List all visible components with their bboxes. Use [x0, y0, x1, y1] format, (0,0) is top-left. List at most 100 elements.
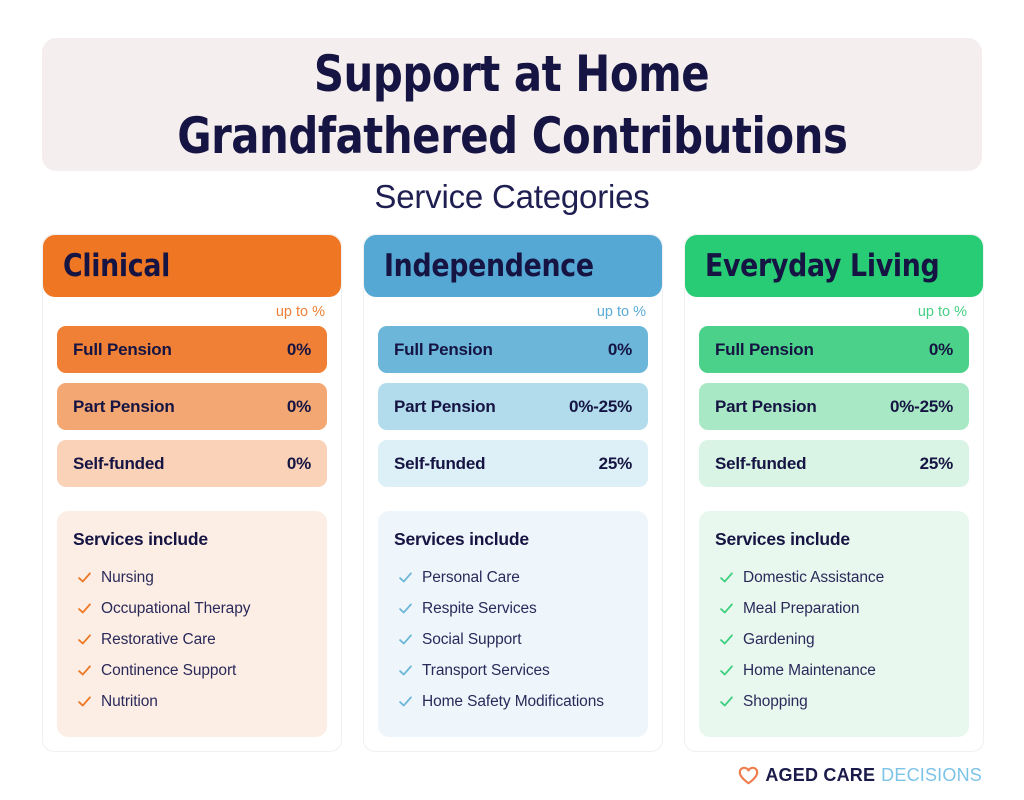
service-label: Continence Support	[101, 661, 237, 679]
rate-label: Part Pension	[394, 396, 496, 416]
rate-row: Full Pension 0%	[57, 326, 327, 373]
rate-value: 0%-25%	[889, 396, 953, 416]
service-list-item: Nutrition	[73, 686, 311, 717]
rate-value: 0%	[928, 339, 953, 359]
rate-value: 25%	[598, 453, 633, 473]
rate-label: Part Pension	[73, 396, 175, 416]
service-label: Home Maintenance	[743, 661, 876, 679]
heart-icon	[739, 766, 759, 785]
check-icon	[78, 634, 91, 645]
check-icon	[78, 696, 91, 707]
brand-logo: AGED CARE DECISIONS	[738, 765, 982, 786]
rate-value: 0%	[286, 339, 311, 359]
service-label: Nursing	[101, 568, 154, 586]
rate-label: Part Pension	[715, 396, 817, 416]
rate-rows: Full Pension 0% Part Pension 0%-25% Self-fun…	[685, 326, 983, 487]
rate-label: Self-funded	[73, 453, 165, 473]
service-label: Personal Care	[422, 568, 520, 586]
rate-row: Self-funded 0%	[57, 440, 327, 487]
service-list-item: Transport Services	[394, 655, 632, 686]
page-subtitle: Service Categories	[374, 178, 650, 215]
check-icon	[399, 603, 412, 614]
service-label: Gardening	[743, 630, 815, 648]
services-panel: Services include Personal Care Respite Ser…	[378, 511, 648, 737]
rate-label: Full Pension	[715, 339, 814, 359]
category-title: Independence	[384, 248, 594, 284]
service-list-item: Meal Preparation	[715, 593, 953, 624]
check-icon	[78, 603, 91, 614]
page-title-line-2: Grandfathered Contributions	[176, 106, 848, 165]
rate-value: 0%	[286, 453, 311, 473]
service-label: Meal Preparation	[743, 599, 860, 617]
check-icon	[720, 696, 733, 707]
rate-label: Full Pension	[73, 339, 172, 359]
logo-primary-text: AGED CARE	[765, 765, 876, 785]
check-icon	[399, 665, 412, 676]
rate-row: Part Pension 0%	[57, 383, 327, 430]
category-title: Clinical	[63, 248, 171, 284]
service-label: Restorative Care	[101, 630, 216, 648]
service-label: Nutrition	[101, 692, 158, 710]
service-label: Social Support	[422, 630, 522, 648]
category-card-independence: Independence up to % Full Pension 0% Part Pe…	[363, 234, 663, 752]
check-icon	[720, 634, 733, 645]
logo-secondary-text: DECISIONS	[881, 765, 982, 785]
service-label: Transport Services	[422, 661, 550, 679]
category-card-clinical: Clinical up to % Full Pension 0% Part Pensio…	[42, 234, 342, 752]
rate-value: 0%	[607, 339, 632, 359]
check-icon	[399, 696, 412, 707]
check-icon	[399, 634, 412, 645]
services-title: Services include	[715, 529, 850, 549]
rate-rows: Full Pension 0% Part Pension 0% Self-funded 0…	[43, 326, 341, 487]
category-header-everyday-living: Everyday Living	[685, 235, 983, 297]
service-list-item: Home Maintenance	[715, 655, 953, 686]
up-to-percent-label: up to %	[917, 304, 967, 320]
rate-row: Part Pension 0%-25%	[699, 383, 969, 430]
rate-label: Full Pension	[394, 339, 493, 359]
category-header-clinical: Clinical	[43, 235, 341, 297]
rate-rows: Full Pension 0% Part Pension 0%-25% Self-fun…	[364, 326, 662, 487]
service-list-item: Domestic Assistance	[715, 562, 953, 593]
services-panel: Services include Nursing Occupational Ther…	[57, 511, 327, 737]
up-to-percent-label: up to %	[275, 304, 325, 320]
rate-row: Part Pension 0%-25%	[378, 383, 648, 430]
services-title: Services include	[73, 529, 208, 549]
page-title-line-1: Support at Home	[314, 44, 710, 103]
service-label: Respite Services	[422, 599, 537, 617]
service-list-item: Personal Care	[394, 562, 632, 593]
rate-label: Self-funded	[715, 453, 807, 473]
check-icon	[399, 572, 412, 583]
service-label: Domestic Assistance	[743, 568, 885, 586]
service-list-item: Occupational Therapy	[73, 593, 311, 624]
service-list-item: Home Safety Modifications	[394, 686, 632, 717]
rate-row: Full Pension 0%	[378, 326, 648, 373]
rate-row: Self-funded 25%	[699, 440, 969, 487]
rate-row: Self-funded 25%	[378, 440, 648, 487]
check-icon	[720, 665, 733, 676]
category-title: Everyday Living	[705, 248, 940, 284]
rate-value: 0%	[286, 396, 311, 416]
category-header-independence: Independence	[364, 235, 662, 297]
services-panel: Services include Domestic Assistance Meal …	[699, 511, 969, 737]
rate-value: 0%-25%	[568, 396, 632, 416]
service-label: Home Safety Modifications	[422, 692, 604, 710]
service-list-item: Restorative Care	[73, 624, 311, 655]
check-icon	[78, 572, 91, 583]
check-icon	[720, 572, 733, 583]
rate-label: Self-funded	[394, 453, 486, 473]
up-to-percent-label: up to %	[596, 304, 646, 320]
check-icon	[720, 603, 733, 614]
category-card-everyday-living: Everyday Living up to % Full Pension 0% Part…	[684, 234, 984, 752]
rate-row: Full Pension 0%	[699, 326, 969, 373]
header-banner: Support at Home Grandfathered Contributi…	[42, 38, 982, 171]
service-list-item: Social Support	[394, 624, 632, 655]
service-list-item: Gardening	[715, 624, 953, 655]
service-list-item: Nursing	[73, 562, 311, 593]
rate-value: 25%	[919, 453, 954, 473]
service-label: Shopping	[743, 692, 808, 710]
service-category-columns: Clinical up to % Full Pension 0% Part Pensio…	[42, 234, 984, 752]
service-label: Occupational Therapy	[101, 599, 251, 617]
service-list-item: Shopping	[715, 686, 953, 717]
services-title: Services include	[394, 529, 529, 549]
